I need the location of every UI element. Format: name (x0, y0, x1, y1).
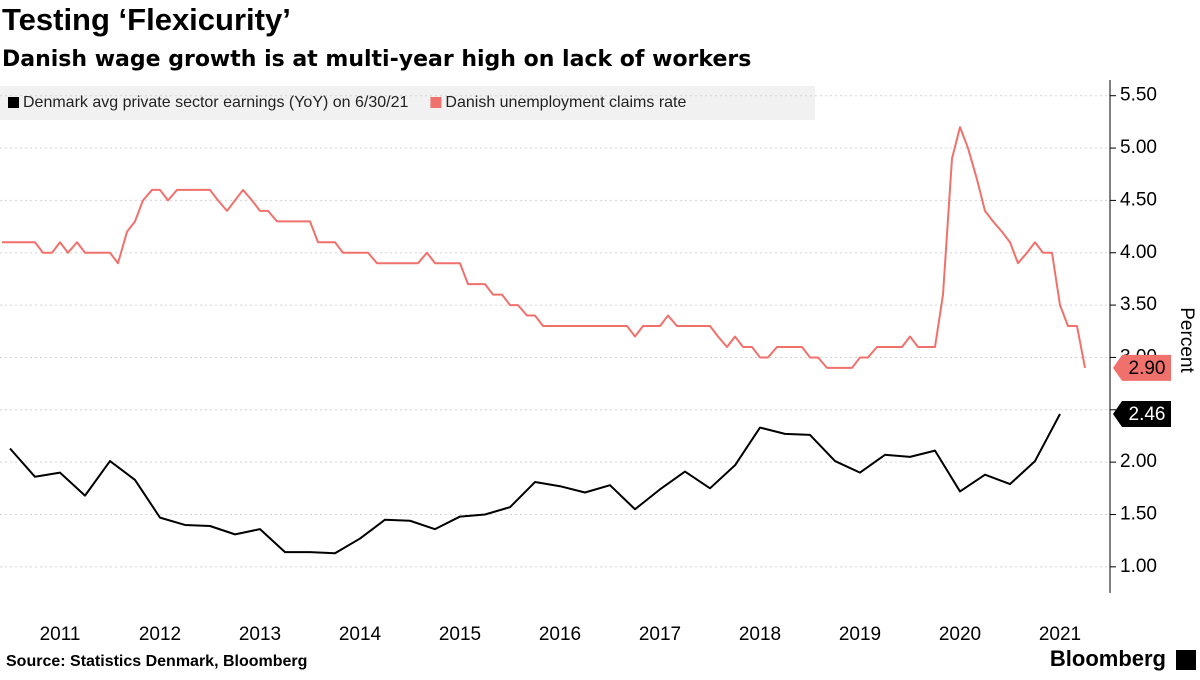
source: Source: Statistics Denmark, Bloomberg (6, 653, 307, 670)
legend-label: Denmark avg private sector earnings (YoY… (23, 94, 409, 111)
x-tick-label: 2016 (539, 624, 581, 645)
y-tick-label: 5.00 (1120, 137, 1157, 158)
legend-swatch (430, 97, 442, 108)
value-tag (1113, 354, 1171, 381)
legend-swatch (8, 97, 19, 108)
x-tick-label: 2014 (339, 624, 382, 645)
value-label: 2.46 (1129, 404, 1166, 425)
y-tick-label: 4.50 (1120, 189, 1157, 210)
x-tick-label: 2015 (439, 624, 481, 645)
logo: Bloomberg (1050, 646, 1166, 671)
legend-label: Danish unemployment claims rate (445, 94, 686, 111)
x-tick-label: 2019 (839, 624, 881, 645)
series-line (2, 126, 1086, 369)
logo-icon (1176, 650, 1196, 670)
chart-subtitle: Danish wage growth is at multi-year high… (2, 47, 751, 72)
y-tick-label: 1.00 (1120, 556, 1157, 577)
series-line (9, 413, 1061, 555)
x-tick-label: 2021 (1039, 624, 1081, 645)
chart-title: Testing ‘Flexicurity’ (2, 2, 291, 37)
x-tick-label: 2012 (139, 624, 181, 645)
y-tick-label: 2.00 (1120, 451, 1157, 472)
x-tick-label: 2020 (939, 624, 981, 645)
x-tick-label: 2013 (239, 624, 281, 645)
x-tick-label: 2018 (739, 624, 781, 645)
y-tick-label: 4.00 (1120, 242, 1157, 263)
legend-box (0, 86, 815, 120)
y-tick-label: 3.50 (1120, 294, 1157, 315)
value-label: 2.90 (1129, 358, 1166, 379)
x-tick-label: 2017 (639, 624, 681, 645)
y-tick-label: 1.50 (1120, 503, 1157, 524)
y-tick-label: 5.50 (1120, 85, 1157, 106)
y-axis-label: Percent (1176, 307, 1197, 373)
value-tag (1113, 400, 1171, 427)
x-tick-label: 2011 (40, 624, 81, 645)
